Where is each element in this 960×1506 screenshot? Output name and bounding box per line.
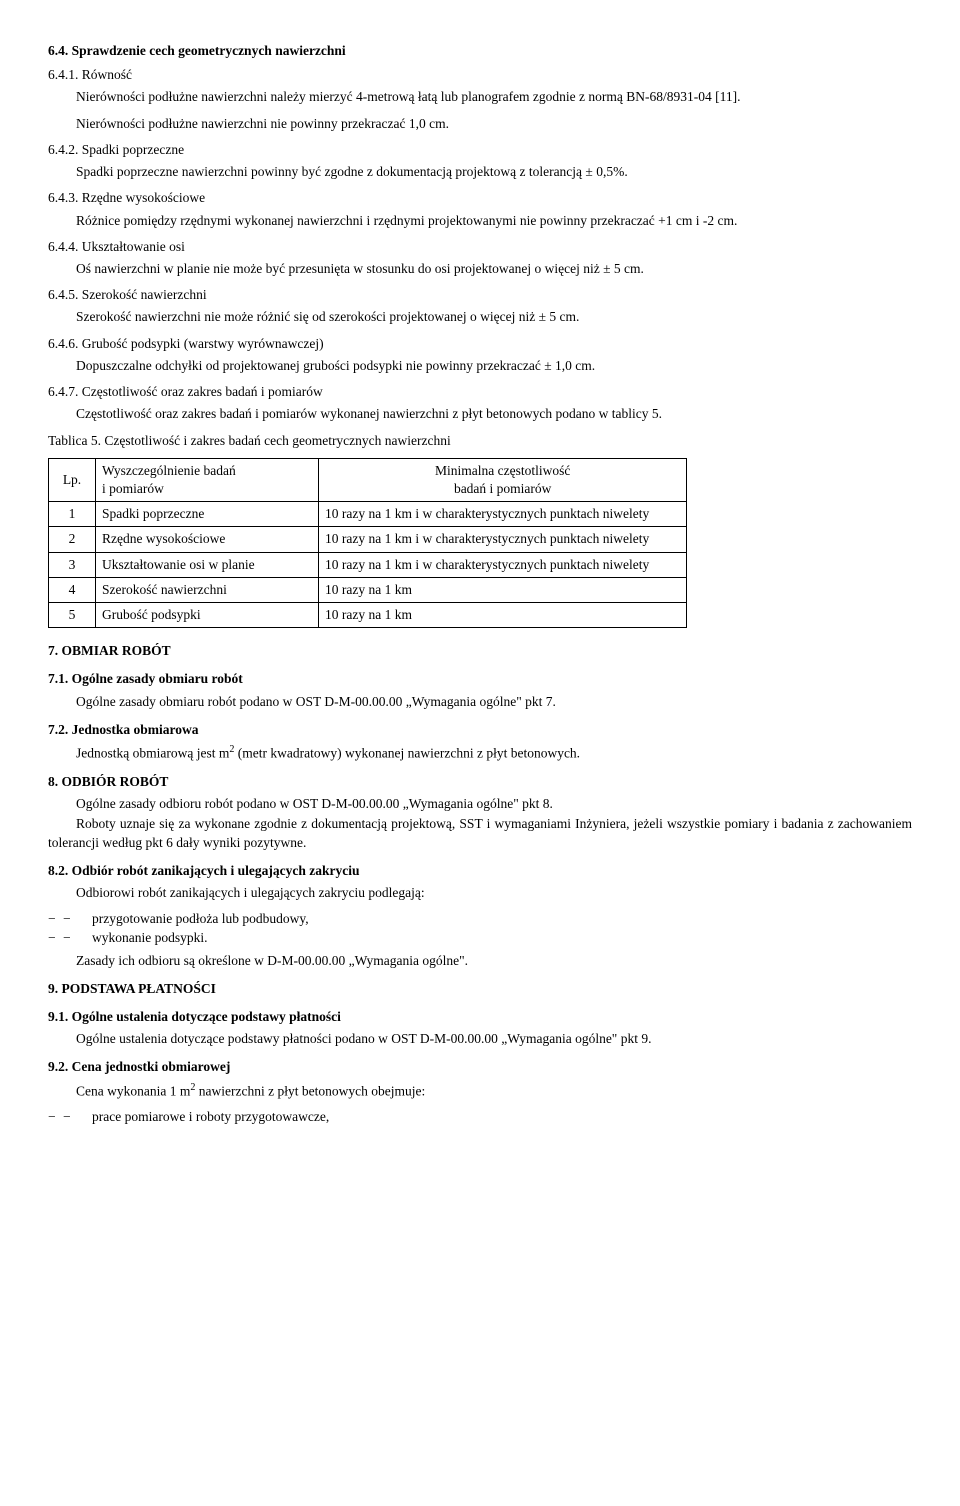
- heading-7-1: 7.1. Ogólne zasady obmiaru robót: [48, 670, 912, 688]
- p-6-4-7: Częstotliwość oraz zakres badań i pomiar…: [48, 405, 912, 423]
- cell-name: Ukształtowanie osi w planie: [96, 552, 319, 577]
- list-8-2: przygotowanie podłoża lub podbudowy,wyko…: [48, 910, 912, 947]
- cell-lp: 1: [49, 502, 96, 527]
- cell-lp: 4: [49, 577, 96, 602]
- table-row: 3Ukształtowanie osi w planie10 razy na 1…: [49, 552, 687, 577]
- heading-7: 7. OBMIAR ROBÓT: [48, 642, 912, 660]
- table-5: Lp. Wyszczególnienie badań i pomiarów Mi…: [48, 458, 687, 629]
- heading-9-2: 9.2. Cena jednostki obmiarowej: [48, 1058, 912, 1076]
- heading-6-4-4: 6.4.4. Ukształtowanie osi: [48, 238, 912, 256]
- table-row: 1Spadki poprzeczne10 razy na 1 km i w ch…: [49, 502, 687, 527]
- cell-name: Spadki poprzeczne: [96, 502, 319, 527]
- heading-6-4-2: 6.4.2. Spadki poprzeczne: [48, 141, 912, 159]
- p-9-2-post: nawierzchni z płyt betonowych obejmuje:: [195, 1083, 425, 1098]
- cell-freq: 10 razy na 1 km i w charakterystycznych …: [319, 552, 687, 577]
- list-item: wykonanie podsypki.: [48, 929, 912, 947]
- heading-9-1: 9.1. Ogólne ustalenia dotyczące podstawy…: [48, 1008, 912, 1026]
- cell-freq: 10 razy na 1 km i w charakterystycznych …: [319, 502, 687, 527]
- p-9-2: Cena wykonania 1 m2 nawierzchni z płyt b…: [48, 1081, 912, 1101]
- cell-name: Szerokość nawierzchni: [96, 577, 319, 602]
- cell-freq: 10 razy na 1 km: [319, 603, 687, 628]
- p-9-2-pre: Cena wykonania 1 m: [76, 1083, 190, 1098]
- cell-name: Grubość podsypki: [96, 603, 319, 628]
- table-row: 4Szerokość nawierzchni10 razy na 1 km: [49, 577, 687, 602]
- p-6-4-1-b: Nierówności podłużne nawierzchni nie pow…: [48, 115, 912, 133]
- list-item: prace pomiarowe i roboty przygotowawcze,: [48, 1108, 912, 1126]
- p-6-4-2: Spadki poprzeczne nawierzchni powinny by…: [48, 163, 912, 181]
- cell-name: Rzędne wysokościowe: [96, 527, 319, 552]
- p-7-1: Ogólne zasady obmiaru robót podano w OST…: [48, 693, 912, 711]
- p-8-b: Roboty uznaje się za wykonane zgodnie z …: [48, 815, 912, 851]
- list-9-2: prace pomiarowe i roboty przygotowawcze,: [48, 1108, 912, 1126]
- heading-9: 9. PODSTAWA PŁATNOŚCI: [48, 980, 912, 998]
- heading-8-2: 8.2. Odbiór robót zanikających i ulegają…: [48, 862, 912, 880]
- heading-7-2: 7.2. Jednostka obmiarowa: [48, 721, 912, 739]
- th-name: Wyszczególnienie badań i pomiarów: [96, 458, 319, 501]
- th-name-l1: Wyszczególnienie badań: [102, 463, 236, 478]
- th-freq-l1: Minimalna częstotliwość: [435, 463, 570, 478]
- table-row: 5Grubość podsypki10 razy na 1 km: [49, 603, 687, 628]
- p-8-2-intro: Odbiorowi robót zanikających i ulegający…: [48, 884, 912, 902]
- heading-6-4: 6.4. Sprawdzenie cech geometrycznych naw…: [48, 42, 912, 60]
- heading-8: 8. ODBIÓR ROBÓT: [48, 773, 912, 791]
- th-name-l2: i pomiarów: [102, 481, 164, 496]
- p-6-4-3: Różnice pomiędzy rzędnymi wykonanej nawi…: [48, 212, 912, 230]
- heading-6-4-7: 6.4.7. Częstotliwość oraz zakres badań i…: [48, 383, 912, 401]
- table5-caption: Tablica 5. Częstotliwość i zakres badań …: [48, 432, 912, 450]
- table-header-row: Lp. Wyszczególnienie badań i pomiarów Mi…: [49, 458, 687, 501]
- th-lp: Lp.: [49, 458, 96, 501]
- heading-6-4-5: 6.4.5. Szerokość nawierzchni: [48, 286, 912, 304]
- cell-freq: 10 razy na 1 km: [319, 577, 687, 602]
- p-6-4-5: Szerokość nawierzchni nie może różnić si…: [48, 308, 912, 326]
- heading-6-4-3: 6.4.3. Rzędne wysokościowe: [48, 189, 912, 207]
- list-item: przygotowanie podłoża lub podbudowy,: [48, 910, 912, 928]
- table-row: 2Rzędne wysokościowe10 razy na 1 km i w …: [49, 527, 687, 552]
- cell-lp: 2: [49, 527, 96, 552]
- p-7-2-post: (metr kwadratowy) wykonanej nawierzchni …: [234, 746, 580, 761]
- heading-6-4-1: 6.4.1. Równość: [48, 66, 912, 84]
- p-8-2-end: Zasady ich odbioru są określone w D-M-00…: [48, 952, 912, 970]
- heading-6-4-6: 6.4.6. Grubość podsypki (warstwy wyrówna…: [48, 335, 912, 353]
- p-6-4-6: Dopuszczalne odchyłki od projektowanej g…: [48, 357, 912, 375]
- p-8-a: Ogólne zasady odbioru robót podano w OST…: [48, 795, 912, 813]
- cell-lp: 5: [49, 603, 96, 628]
- p-6-4-1-a: Nierówności podłużne nawierzchni należy …: [48, 88, 912, 106]
- p-9-1: Ogólne ustalenia dotyczące podstawy płat…: [48, 1030, 912, 1048]
- th-freq-l2: badań i pomiarów: [454, 481, 551, 496]
- cell-lp: 3: [49, 552, 96, 577]
- p-6-4-4: Oś nawierzchni w planie nie może być prz…: [48, 260, 912, 278]
- cell-freq: 10 razy na 1 km i w charakterystycznych …: [319, 527, 687, 552]
- p-7-2: Jednostką obmiarową jest m2 (metr kwadra…: [48, 743, 912, 763]
- th-freq: Minimalna częstotliwość badań i pomiarów: [319, 458, 687, 501]
- p-7-2-pre: Jednostką obmiarową jest m: [76, 746, 229, 761]
